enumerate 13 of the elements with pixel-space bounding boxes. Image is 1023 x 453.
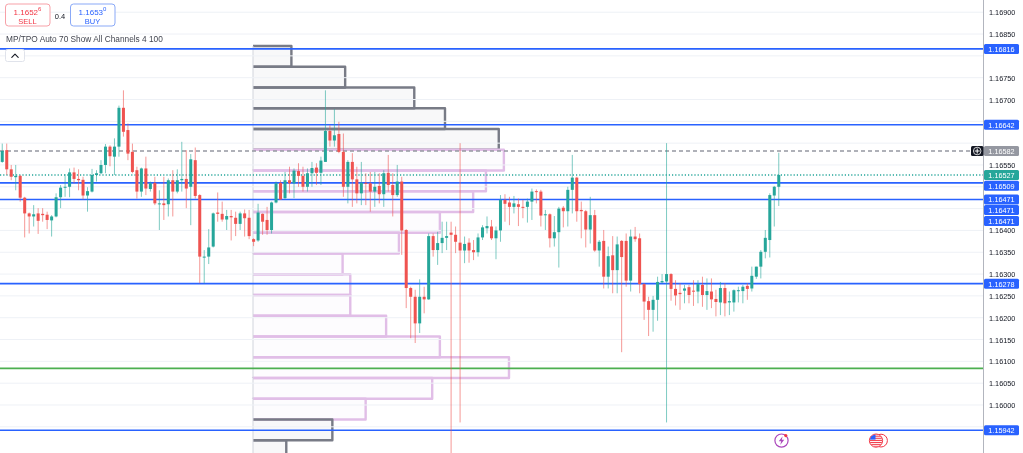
candlestick	[45, 211, 49, 230]
annotation: 1.1653$^{0}$	[78, 6, 108, 17]
bar	[251, 86, 416, 110]
bar	[251, 335, 442, 359]
candlestick	[534, 188, 538, 204]
annotation: 1.1652$^{6}$	[13, 6, 43, 17]
bar	[251, 376, 434, 400]
candlestick	[512, 195, 516, 214]
text: MP/TPO Auto 70 Show All Channels 4 100	[6, 33, 164, 44]
bar	[251, 418, 334, 442]
bar	[251, 231, 401, 255]
candlestick	[72, 167, 76, 184]
bar	[251, 252, 344, 276]
